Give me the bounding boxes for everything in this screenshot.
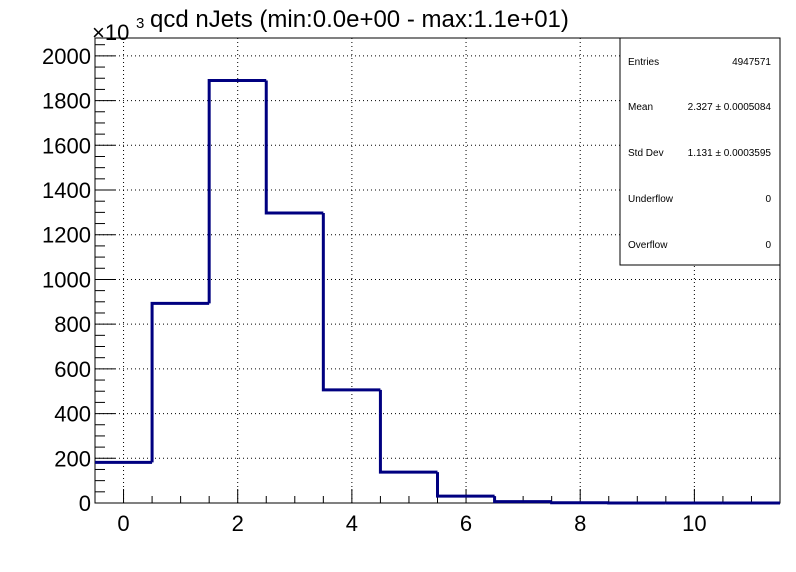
x-tick-label: 10 — [682, 511, 706, 536]
y-tick-label: 1200 — [42, 223, 91, 248]
y-tick-label: 0 — [79, 491, 91, 516]
x-tick-label: 6 — [460, 511, 472, 536]
x-tick-label: 4 — [346, 511, 358, 536]
stats-underflow-label: Underflow — [628, 194, 674, 205]
histogram-bin — [207, 78, 267, 304]
stats-box-frame — [619, 37, 781, 266]
axes — [94, 37, 781, 504]
histogram-bin — [264, 80, 324, 215]
y-tick-label: 400 — [54, 402, 91, 427]
histogram-bin — [378, 389, 438, 474]
stats-overflow-label: Overflow — [628, 240, 668, 251]
y-tick-label: 1400 — [42, 178, 91, 203]
histogram-bin — [550, 501, 609, 505]
stats-mean-value: 2.327 ± 0.0005084 — [688, 102, 772, 113]
stats-mean-label: Mean — [628, 102, 653, 113]
y-tick-label: 1600 — [42, 133, 91, 158]
stats-entries-value: 4947571 — [732, 57, 771, 68]
y-tick-label: 800 — [54, 312, 91, 337]
histogram-bin — [436, 472, 495, 498]
y-tick-label: 2000 — [42, 44, 91, 69]
stats-overflow-value: 0 — [765, 240, 771, 251]
x-tick-label: 0 — [117, 511, 129, 536]
y-tick-label: 200 — [54, 446, 91, 471]
stats-stddev-value: 1.131 ± 0.0003595 — [688, 148, 772, 159]
histogram-bin — [321, 213, 381, 392]
y-tick-label: 600 — [54, 357, 91, 382]
stats-stddev-label: Std Dev — [628, 148, 664, 159]
y-tick-label: 1000 — [42, 267, 91, 292]
stats-box: Entries 4947571 Mean 2.327 ± 0.0005084 S… — [619, 37, 781, 266]
x-tick-label: 8 — [574, 511, 586, 536]
grid-lines — [95, 38, 780, 503]
y-multiplier-exponent: 3 — [136, 15, 144, 32]
histogram-bin — [150, 301, 210, 463]
histogram-series — [95, 78, 780, 505]
stats-entries-label: Entries — [628, 57, 659, 68]
stats-underflow-value: 0 — [765, 194, 771, 205]
x-tick-label: 2 — [232, 511, 244, 536]
y-multiplier-base: ×10 — [92, 20, 129, 45]
tick-labels: 0 200 400 600 800 1000 1200 1400 1600 1800 2000 0 2 4… — [42, 44, 707, 536]
histogram-bin — [493, 496, 552, 504]
y-tick-label: 1800 — [42, 89, 91, 114]
chart-title: qcd nJets (min:0.0e+00 - max:1.1e+01) — [150, 6, 569, 33]
